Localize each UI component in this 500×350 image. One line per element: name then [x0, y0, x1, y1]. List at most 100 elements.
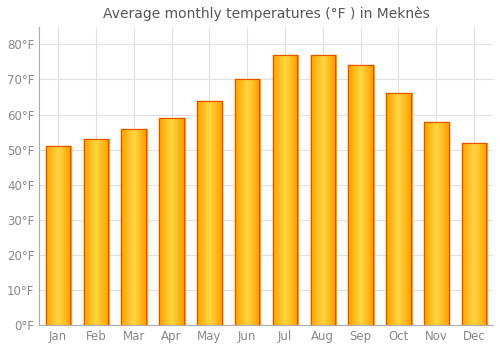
- Bar: [99, 139, 100, 325]
- Bar: [464, 143, 465, 325]
- Bar: [251, 79, 252, 325]
- Bar: [146, 128, 147, 325]
- Bar: [281, 55, 282, 325]
- Bar: [465, 143, 466, 325]
- Bar: [84, 139, 86, 325]
- Bar: [310, 55, 312, 325]
- Bar: [312, 55, 313, 325]
- Bar: [294, 55, 295, 325]
- Bar: [335, 55, 336, 325]
- Bar: [160, 118, 161, 325]
- Bar: [258, 79, 260, 325]
- Bar: [254, 79, 255, 325]
- Bar: [441, 121, 442, 325]
- Bar: [411, 93, 412, 325]
- Bar: [479, 143, 480, 325]
- Bar: [447, 121, 448, 325]
- Bar: [208, 100, 209, 325]
- Bar: [355, 65, 356, 325]
- Bar: [435, 121, 436, 325]
- Bar: [284, 55, 286, 325]
- Bar: [392, 93, 393, 325]
- Bar: [48, 146, 49, 325]
- Bar: [434, 121, 435, 325]
- Bar: [164, 118, 165, 325]
- Bar: [198, 100, 199, 325]
- Bar: [238, 79, 239, 325]
- Bar: [61, 146, 62, 325]
- Title: Average monthly temperatures (°F ) in Meknès: Average monthly temperatures (°F ) in Me…: [102, 7, 430, 21]
- Bar: [70, 146, 71, 325]
- Bar: [50, 146, 51, 325]
- Bar: [122, 128, 123, 325]
- Bar: [250, 79, 251, 325]
- Bar: [426, 121, 428, 325]
- Bar: [315, 55, 316, 325]
- Bar: [318, 55, 319, 325]
- Bar: [470, 143, 471, 325]
- Bar: [257, 79, 258, 325]
- Bar: [173, 118, 174, 325]
- Bar: [390, 93, 392, 325]
- Bar: [477, 143, 478, 325]
- Bar: [356, 65, 357, 325]
- Bar: [218, 100, 219, 325]
- Bar: [436, 121, 438, 325]
- Bar: [215, 100, 216, 325]
- Bar: [212, 100, 213, 325]
- Bar: [388, 93, 390, 325]
- Bar: [244, 79, 245, 325]
- Bar: [242, 79, 244, 325]
- Bar: [324, 55, 325, 325]
- Bar: [468, 143, 469, 325]
- Bar: [480, 143, 482, 325]
- Bar: [55, 146, 56, 325]
- Bar: [210, 100, 212, 325]
- Bar: [288, 55, 289, 325]
- Bar: [108, 139, 109, 325]
- Bar: [126, 128, 128, 325]
- Bar: [328, 55, 329, 325]
- Bar: [393, 93, 394, 325]
- Bar: [473, 143, 474, 325]
- Bar: [203, 100, 204, 325]
- Bar: [51, 146, 52, 325]
- Bar: [174, 118, 176, 325]
- Bar: [367, 65, 368, 325]
- Bar: [467, 143, 468, 325]
- Bar: [320, 55, 322, 325]
- Bar: [472, 143, 473, 325]
- Bar: [220, 100, 221, 325]
- Bar: [370, 65, 371, 325]
- Bar: [171, 118, 172, 325]
- Bar: [448, 121, 450, 325]
- Bar: [92, 139, 93, 325]
- Bar: [372, 65, 373, 325]
- Bar: [145, 128, 146, 325]
- Bar: [289, 55, 290, 325]
- Bar: [66, 146, 67, 325]
- Bar: [136, 128, 138, 325]
- Bar: [278, 55, 280, 325]
- Bar: [46, 146, 48, 325]
- Bar: [429, 121, 430, 325]
- Bar: [424, 121, 425, 325]
- Bar: [197, 100, 198, 325]
- Bar: [386, 93, 387, 325]
- Bar: [351, 65, 352, 325]
- Bar: [134, 128, 135, 325]
- Bar: [478, 143, 479, 325]
- Bar: [58, 146, 59, 325]
- Bar: [352, 65, 354, 325]
- Bar: [398, 93, 399, 325]
- Bar: [140, 128, 141, 325]
- Bar: [322, 55, 323, 325]
- Bar: [102, 139, 103, 325]
- Bar: [67, 146, 68, 325]
- Bar: [180, 118, 182, 325]
- Bar: [93, 139, 94, 325]
- Bar: [290, 55, 292, 325]
- Bar: [213, 100, 214, 325]
- Bar: [97, 139, 98, 325]
- Bar: [280, 55, 281, 325]
